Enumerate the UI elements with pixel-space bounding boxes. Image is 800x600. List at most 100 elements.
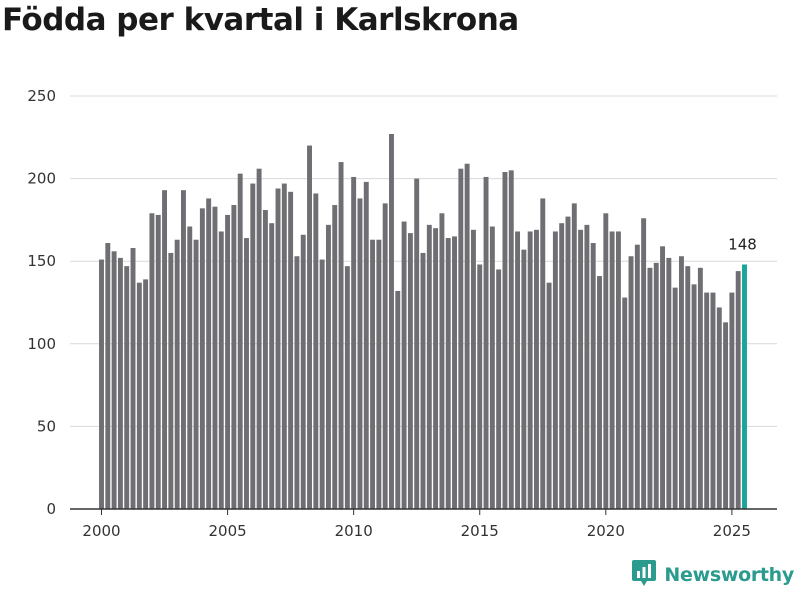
bar xyxy=(489,226,495,509)
bar xyxy=(130,247,136,509)
bar xyxy=(382,203,388,509)
bar xyxy=(313,193,319,509)
bar xyxy=(470,229,476,509)
bar xyxy=(105,243,111,509)
bar xyxy=(237,173,243,510)
bar xyxy=(710,292,716,509)
bar xyxy=(99,259,104,509)
y-tick-label: 250 xyxy=(27,87,56,105)
bar xyxy=(609,231,615,510)
bar xyxy=(143,279,149,509)
bar xyxy=(502,171,508,509)
bar xyxy=(395,290,401,509)
bar xyxy=(628,256,634,509)
bar xyxy=(697,267,703,509)
bar xyxy=(647,267,653,509)
bar xyxy=(168,252,174,509)
labels: 0 50 100 150 200 250 2000 2005 2010 2015 2020 2025 1… xyxy=(27,87,756,540)
bar xyxy=(206,198,212,509)
bar xyxy=(338,162,344,509)
y-tick-label: 200 xyxy=(27,170,56,188)
bar xyxy=(269,223,275,510)
bar xyxy=(691,284,697,509)
bar xyxy=(565,216,571,509)
bar xyxy=(716,307,722,509)
last-value-label: 148 xyxy=(728,236,757,254)
bar xyxy=(256,168,262,510)
bar xyxy=(578,229,584,509)
bar xyxy=(325,224,331,509)
bars xyxy=(99,133,747,510)
bar xyxy=(584,224,590,509)
chart-title: Födda per kvartal i Karlskrona xyxy=(2,2,519,38)
bar xyxy=(458,168,464,510)
bar xyxy=(231,205,237,510)
axes xyxy=(70,508,777,515)
bar xyxy=(590,243,596,509)
bar xyxy=(445,238,451,509)
x-tick-label: 2005 xyxy=(208,522,246,540)
bar xyxy=(615,231,621,510)
bar xyxy=(496,269,502,509)
bar xyxy=(212,206,218,509)
bar xyxy=(735,271,741,509)
bar xyxy=(426,224,432,509)
newsworthy-chart-bubble-icon xyxy=(631,558,657,592)
bar xyxy=(307,145,312,509)
bar-highlight xyxy=(742,264,747,509)
bar xyxy=(622,297,628,509)
bar xyxy=(521,249,527,510)
bar xyxy=(679,256,684,509)
bar xyxy=(420,252,426,509)
bar xyxy=(439,213,445,510)
bar xyxy=(407,233,413,509)
bar xyxy=(193,239,199,509)
bar xyxy=(294,256,300,509)
bar xyxy=(275,188,281,509)
bar xyxy=(155,214,161,509)
bar xyxy=(559,223,565,510)
bar xyxy=(124,266,130,509)
x-tick-label: 2010 xyxy=(335,522,373,540)
bar xyxy=(389,133,394,509)
bar xyxy=(117,257,123,509)
bar xyxy=(288,191,294,510)
bar xyxy=(149,213,155,510)
bar xyxy=(433,228,439,509)
bar xyxy=(244,238,249,509)
bar xyxy=(483,176,489,509)
bar xyxy=(250,183,256,509)
bar xyxy=(660,246,666,509)
y-tick-label: 150 xyxy=(27,252,56,270)
bar xyxy=(603,213,609,510)
bar xyxy=(508,170,514,509)
bar xyxy=(464,163,470,509)
bar xyxy=(262,209,268,509)
bar-chart: 0 50 100 150 200 250 2000 2005 2010 2015 2020 2025 1… xyxy=(27,87,777,540)
bar xyxy=(597,276,602,509)
bar xyxy=(641,218,647,510)
bar xyxy=(376,239,382,509)
bar xyxy=(477,264,483,509)
newsworthy-logo: Newsworthy xyxy=(631,558,794,592)
bar xyxy=(363,181,369,510)
bar xyxy=(515,231,521,510)
bar xyxy=(162,190,167,509)
bar xyxy=(723,322,729,509)
bar xyxy=(218,231,224,510)
bar xyxy=(300,234,306,509)
bar xyxy=(552,231,558,510)
x-tick-label: 2000 xyxy=(82,522,120,540)
bar xyxy=(351,176,357,509)
brand-name: Newsworthy xyxy=(664,564,794,586)
bar xyxy=(685,266,691,509)
bar xyxy=(225,214,231,509)
bar xyxy=(414,178,420,509)
bar xyxy=(319,259,325,509)
bar xyxy=(199,208,205,509)
bar xyxy=(666,257,672,509)
y-tick-label: 50 xyxy=(37,417,56,435)
y-tick-label: 0 xyxy=(46,500,56,518)
bar xyxy=(401,221,407,509)
bar xyxy=(540,198,546,509)
